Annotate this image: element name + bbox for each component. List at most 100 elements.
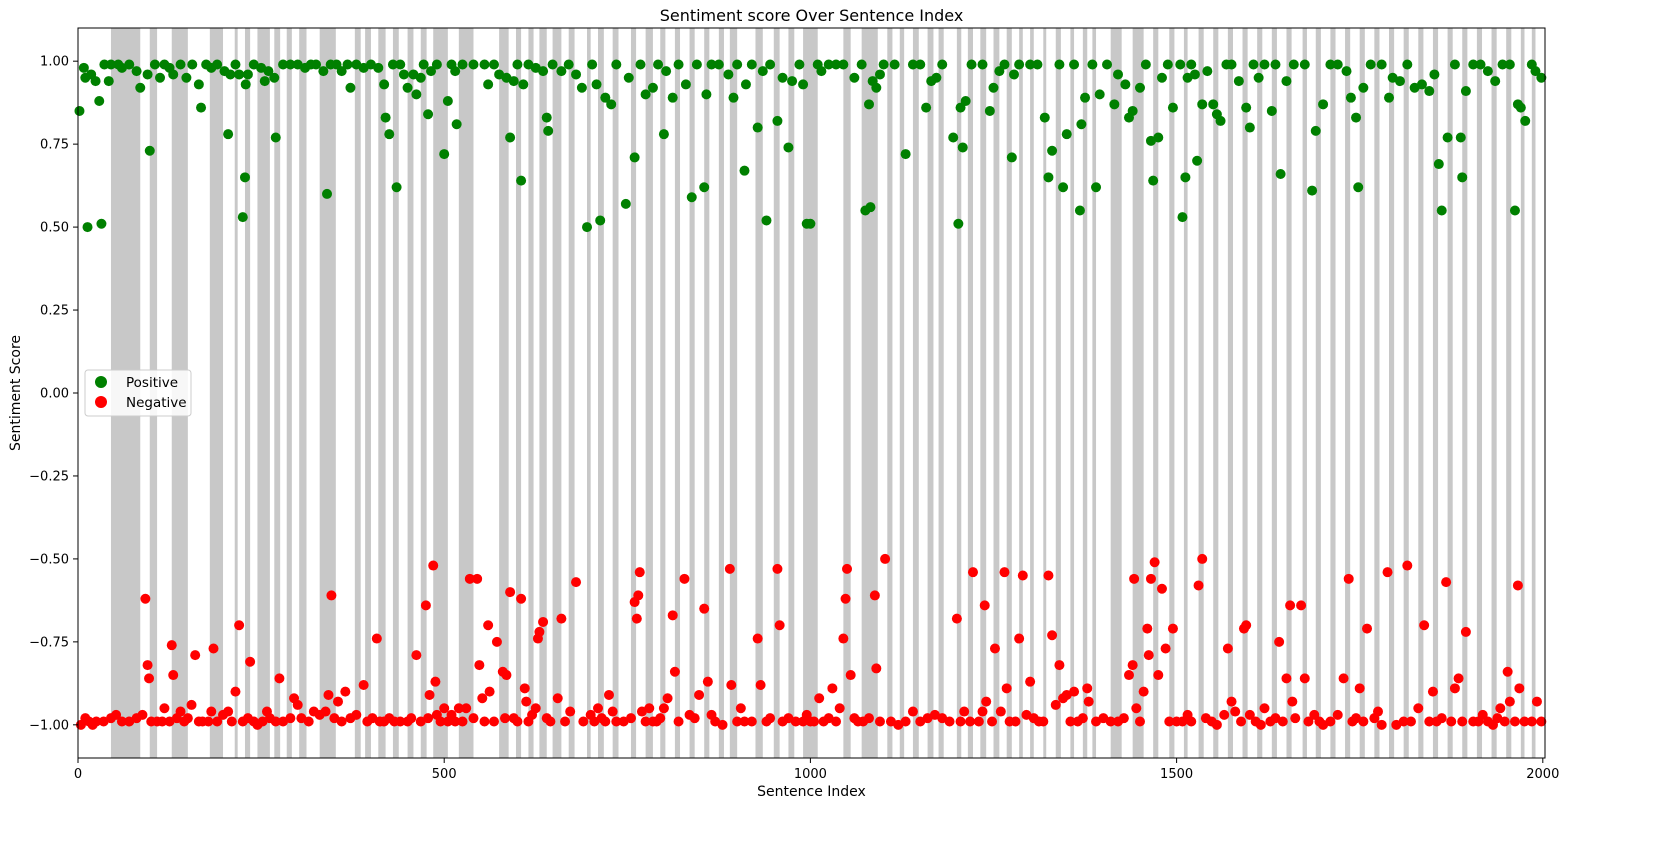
data-point [333,696,344,707]
data-point [1094,89,1105,100]
data-point [1536,72,1547,83]
data-point [203,716,214,727]
data-point [543,125,554,136]
data-point [689,713,700,724]
data-point [717,719,728,730]
chart-title: Sentiment score Over Sentence Index [660,6,964,25]
negative-bands [110,28,1536,758]
scatter-points [74,59,1547,730]
negative-band [1019,28,1023,758]
data-point [450,66,461,77]
data-point [1080,92,1091,103]
data-point [1074,205,1085,216]
data-point [1069,686,1080,697]
data-point [477,693,488,704]
data-point [989,643,1000,654]
data-point [468,713,479,724]
data-point [699,182,710,193]
data-point [1180,172,1191,183]
data-point [1515,102,1526,113]
negative-band [1070,28,1075,758]
negative-band [1491,28,1497,758]
data-point [521,696,532,707]
data-point [96,218,107,229]
data-point [472,573,483,584]
data-point [1177,212,1188,223]
data-point [1145,573,1156,584]
data-point [1230,706,1241,717]
data-point [135,82,146,93]
data-point [1362,623,1373,634]
negative-band [1169,28,1175,758]
data-point [658,703,669,714]
data-point [1058,182,1069,193]
data-point [631,613,642,624]
data-point [1442,132,1453,143]
data-point [1382,567,1393,578]
negative-band [861,28,878,758]
data-point [1009,69,1020,80]
data-point [1140,59,1151,70]
data-point [140,593,151,604]
data-point [1077,713,1088,724]
data-point [373,62,384,73]
data-point [1520,115,1531,126]
negative-band [967,28,973,758]
data-point [1281,673,1292,684]
data-point [142,660,153,671]
data-point [384,129,395,140]
data-point [1143,650,1154,661]
data-point [168,69,179,80]
data-point [1065,716,1076,727]
data-point [380,112,391,123]
negative-band [1055,28,1061,758]
data-point [629,152,640,163]
data-point [1043,172,1054,183]
data-point [234,69,245,80]
data-point [600,716,611,727]
data-point [245,656,256,667]
negative-band [843,28,851,758]
data-point [379,79,390,90]
x-tick-label: 500 [432,767,457,782]
data-point [159,703,170,714]
data-point [1259,703,1270,714]
data-point [871,82,882,93]
data-point [1296,600,1307,611]
data-point [423,109,434,120]
data-point [1167,102,1178,113]
data-point [1131,703,1142,714]
data-point [1460,86,1471,97]
negative-band [887,28,893,758]
data-point [489,716,500,727]
data-point [1241,620,1252,631]
data-point [91,716,102,727]
data-point [292,699,303,710]
negative-band [552,28,562,758]
data-point [239,172,250,183]
negative-band [354,28,361,758]
data-point [653,59,664,70]
data-point [686,192,697,203]
data-point [669,666,680,677]
y-tick-label: −0.25 [29,469,69,484]
data-point [611,716,622,727]
data-point [1376,59,1387,70]
data-point [387,59,398,70]
negative-band [1315,28,1321,758]
data-point [871,663,882,674]
data-point [723,69,734,80]
data-point [667,610,678,621]
data-point [1325,59,1336,70]
data-point [1153,132,1164,143]
data-point [752,122,763,133]
data-point [479,59,490,70]
data-point [746,59,757,70]
negative-band [458,28,474,758]
x-tick-label: 0 [74,767,82,782]
data-point [582,222,593,233]
data-point [880,553,891,564]
negative-band [1388,28,1395,758]
data-point [230,686,241,697]
data-point [1226,59,1237,70]
